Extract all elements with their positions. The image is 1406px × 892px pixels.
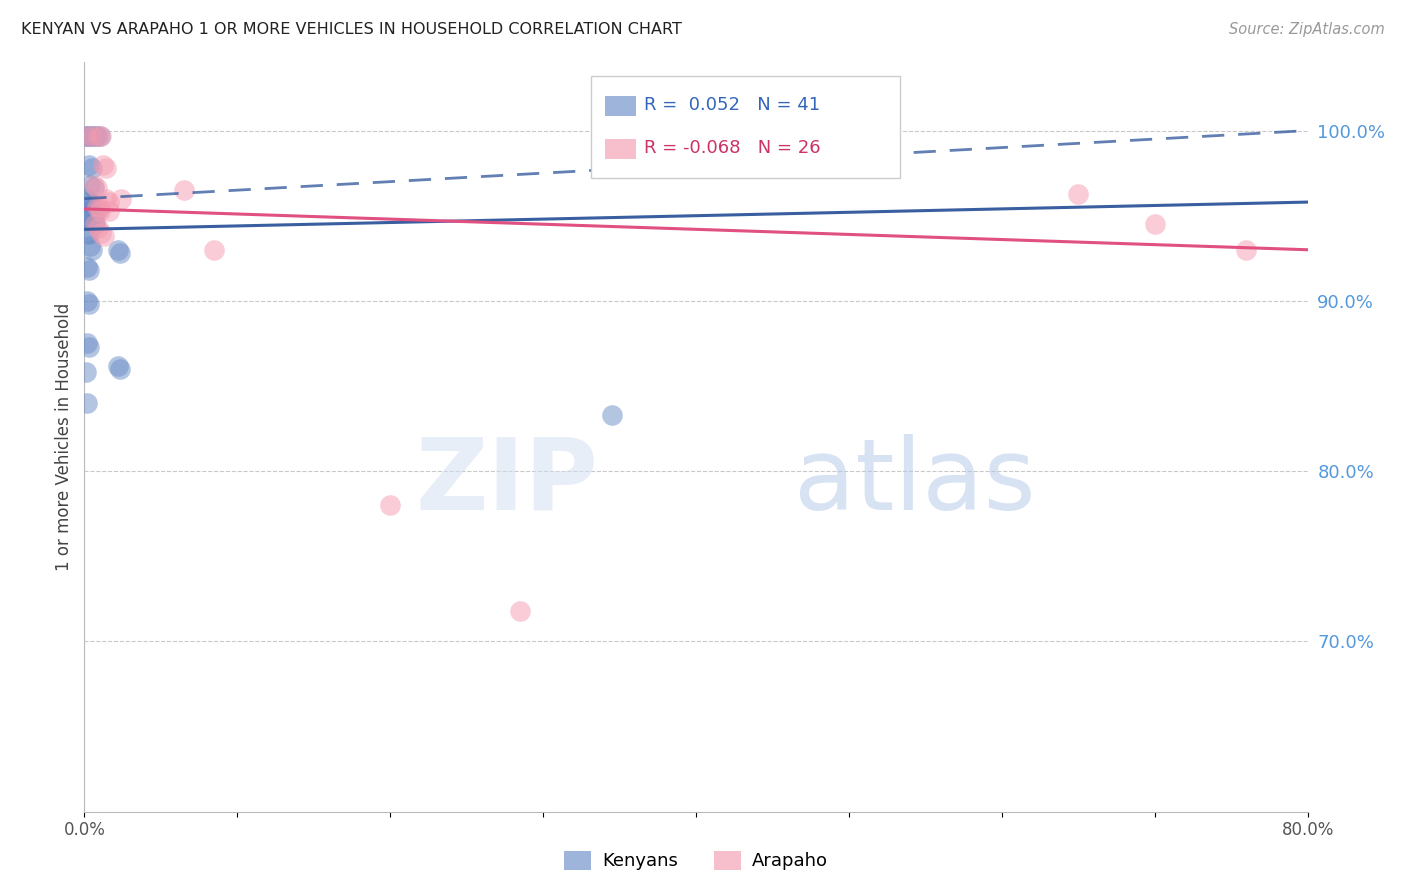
Point [80, 161, 103, 175]
Point [77, 227, 100, 242]
Point [80, 198, 103, 212]
Point [84, 217, 107, 231]
Point [83, 128, 105, 143]
Text: atlas: atlas [794, 434, 1035, 531]
Point [87, 220, 110, 235]
Text: ZIP: ZIP [415, 434, 598, 531]
Y-axis label: 1 or more Vehicles in Household: 1 or more Vehicles in Household [55, 303, 73, 571]
Point [380, 498, 402, 512]
Point [94, 161, 117, 175]
Point [83, 215, 105, 229]
Point [90, 226, 112, 240]
Point [84, 202, 107, 216]
Point [107, 243, 129, 257]
Point [77, 263, 100, 277]
Point [107, 359, 129, 373]
Point [76, 293, 98, 308]
Point [1236, 243, 1258, 257]
Point [90, 128, 112, 143]
Point [77, 211, 100, 225]
Point [1143, 217, 1166, 231]
Point [77, 128, 100, 143]
Point [1067, 186, 1090, 201]
Point [83, 178, 105, 192]
Point [75, 128, 97, 143]
Point [79, 239, 101, 253]
Text: Source: ZipAtlas.com: Source: ZipAtlas.com [1229, 22, 1385, 37]
Point [76, 396, 98, 410]
Point [87, 128, 110, 143]
Point [77, 195, 100, 210]
Point [110, 192, 132, 206]
Point [108, 246, 131, 260]
Point [91, 158, 114, 172]
Point [80, 243, 103, 257]
Point [76, 260, 98, 274]
Text: R = -0.068   N = 26: R = -0.068 N = 26 [644, 139, 821, 157]
Text: KENYAN VS ARAPAHO 1 OR MORE VEHICLES IN HOUSEHOLD CORRELATION CHART: KENYAN VS ARAPAHO 1 OR MORE VEHICLES IN … [21, 22, 682, 37]
Point [89, 203, 111, 218]
Text: R =  0.052   N = 41: R = 0.052 N = 41 [644, 96, 820, 114]
Point [76, 128, 98, 143]
Point [79, 212, 101, 227]
Point [77, 340, 100, 354]
Point [79, 196, 101, 211]
Point [77, 297, 100, 311]
Point [80, 128, 103, 143]
Point [93, 229, 115, 244]
Point [89, 128, 111, 143]
Point [600, 408, 623, 422]
Point [77, 158, 100, 172]
Point [76, 226, 98, 240]
Point [202, 243, 225, 257]
Point [173, 183, 195, 197]
Point [83, 181, 105, 195]
Point [83, 200, 105, 214]
Point [76, 209, 98, 223]
Point [75, 365, 97, 379]
Point [84, 217, 107, 231]
Point [76, 336, 98, 351]
Point [509, 604, 531, 618]
Point [76, 192, 98, 206]
Legend: Kenyans, Arapaho: Kenyans, Arapaho [557, 844, 835, 878]
Point [97, 195, 120, 210]
Point [86, 128, 108, 143]
Point [80, 214, 103, 228]
Point [86, 181, 108, 195]
Point [97, 203, 120, 218]
Point [79, 178, 101, 192]
Point [75, 128, 97, 143]
Point [94, 192, 117, 206]
Point [86, 200, 108, 214]
Point [108, 362, 131, 376]
Point [80, 128, 103, 143]
Point [89, 200, 111, 214]
Point [86, 203, 108, 218]
